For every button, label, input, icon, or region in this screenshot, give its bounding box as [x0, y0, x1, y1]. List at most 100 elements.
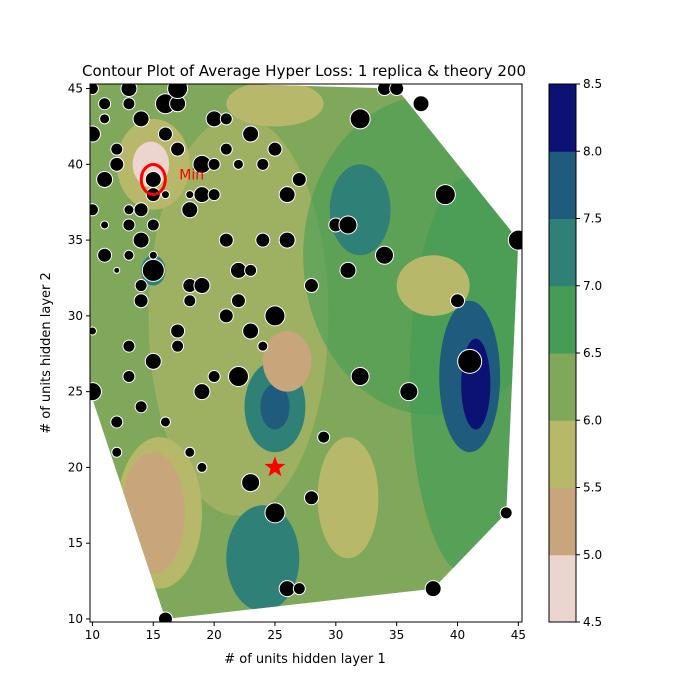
colorbar-tick-label: 8.5 [583, 77, 602, 91]
data-point [144, 352, 162, 370]
data-point [317, 430, 331, 444]
data-point [244, 263, 258, 277]
data-point [100, 220, 110, 230]
data-point [232, 158, 244, 170]
data-point [389, 84, 405, 97]
colorbar-segment [549, 285, 576, 354]
colorbar-segment [549, 84, 576, 152]
data-point [110, 142, 124, 156]
data-point [450, 293, 466, 309]
data-point [148, 250, 158, 260]
data-point [338, 215, 358, 235]
y-tick-label: 45 [68, 82, 83, 96]
x-tick-label: 35 [389, 628, 404, 642]
colorbar-segment [549, 554, 576, 623]
contour-region [262, 331, 312, 392]
data-point [132, 110, 150, 128]
data-point [141, 258, 165, 282]
colorbar-tick-label: 8.0 [583, 144, 602, 158]
data-point [219, 112, 233, 126]
colorbar-tick-label: 5.0 [583, 548, 602, 562]
data-point [499, 506, 513, 520]
data-point [193, 383, 211, 401]
y-axis: 10 15 20 25 30 35 40 45 [68, 82, 90, 626]
data-point [457, 348, 483, 374]
x-tick-label: 40 [450, 628, 465, 642]
data-point [185, 190, 195, 200]
data-point [256, 157, 270, 171]
data-point [257, 340, 269, 352]
data-point [184, 446, 196, 458]
data-point [278, 231, 296, 249]
y-tick-label: 35 [68, 233, 83, 247]
data-point [122, 218, 136, 232]
data-point [134, 400, 148, 414]
y-tick-label: 20 [68, 460, 83, 474]
best-star-marker [264, 456, 286, 477]
data-point [111, 446, 123, 458]
data-point [196, 461, 208, 473]
data-point [267, 141, 283, 157]
data-point [157, 126, 173, 142]
y-tick-label: 25 [68, 385, 83, 399]
data-point [412, 95, 430, 113]
colorbar-tick-label: 6.0 [583, 413, 602, 427]
data-point [292, 582, 306, 596]
data-point [90, 382, 102, 402]
data-point [507, 229, 522, 251]
data-point [123, 249, 135, 261]
data-point [170, 323, 186, 339]
colorbar-tick-label: 5.5 [583, 481, 602, 495]
x-tick-label: 15 [146, 628, 161, 642]
data-point [99, 113, 111, 125]
data-point [255, 232, 271, 248]
y-tick-label: 10 [68, 612, 83, 626]
data-point [98, 97, 112, 111]
data-point [350, 366, 370, 386]
data-point [133, 293, 149, 309]
x-tick-label: 45 [511, 628, 526, 642]
data-point [90, 203, 99, 217]
data-point [264, 305, 286, 327]
contour-fill [90, 84, 519, 619]
data-point [193, 277, 211, 295]
colorbar-tick-label: 7.0 [583, 279, 602, 293]
y-axis-label: # of units hidden layer 2 [39, 272, 54, 434]
colorbar-segment [549, 487, 576, 556]
data-point [241, 473, 261, 493]
y-tick-label: 30 [68, 309, 83, 323]
data-point [157, 611, 173, 622]
data-point [207, 369, 221, 383]
data-point [205, 110, 223, 128]
plot-frame [89, 83, 523, 623]
contour-region [260, 384, 290, 430]
data-point [110, 415, 124, 429]
data-point [399, 382, 419, 402]
data-point [303, 490, 319, 506]
data-point [218, 308, 234, 324]
x-tick-label: 10 [85, 628, 100, 642]
data-point [132, 231, 150, 249]
data-point [183, 294, 197, 308]
data-point [160, 190, 170, 200]
data-point [96, 170, 114, 188]
plot-area: Min [90, 84, 522, 622]
x-tick-label: 20 [206, 628, 221, 642]
data-point [278, 580, 296, 598]
data-point [97, 247, 113, 263]
data-point [170, 141, 186, 157]
data-point [109, 156, 125, 172]
markers-layer: Min [139, 162, 286, 477]
data-point [207, 188, 221, 202]
contour-region [226, 84, 324, 127]
data-point [90, 84, 99, 96]
data-point [193, 186, 211, 204]
colorbar-segment [549, 353, 576, 421]
data-point [120, 84, 138, 98]
data-point [134, 279, 148, 293]
data-point [227, 365, 249, 387]
data-point [219, 142, 233, 156]
min-marker-label: Min [179, 167, 204, 183]
colorbar-segment [549, 218, 576, 287]
